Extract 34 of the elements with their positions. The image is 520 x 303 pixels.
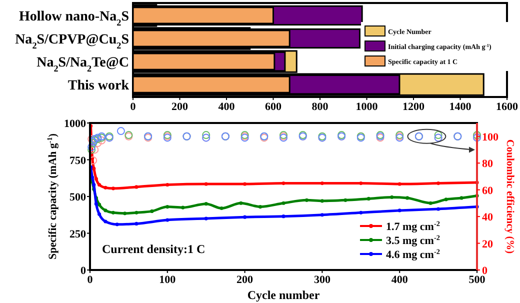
x-tick-label: 600 xyxy=(265,101,282,113)
x-tick-label: 1400 xyxy=(449,101,472,113)
y-tick-label: 250 xyxy=(70,228,86,240)
x-tick-label: 400 xyxy=(218,101,236,113)
y-tick-label: 750 xyxy=(70,154,86,167)
y-tick-label: 0 xyxy=(80,265,86,277)
x-tick-label: 800 xyxy=(312,101,329,113)
y2-axis-title: Coulombic efficiency (%) xyxy=(504,139,515,254)
y2-tick-label: 100 xyxy=(482,131,499,144)
y2-tick-label: 40 xyxy=(482,212,494,224)
y-tick-label: 500 xyxy=(70,192,86,204)
y-tick-label: This work xyxy=(68,78,130,94)
y-tick-label: 1000 xyxy=(64,118,86,130)
annotation: Current density:1 C xyxy=(102,242,206,256)
y-tick-label: Hollow nano-Na$_{2}$S xyxy=(19,9,130,28)
x-tick-label: 500 xyxy=(468,274,486,286)
x-tick-label: 300 xyxy=(314,274,331,286)
y-tick-label: Na$_{2}$S/CPVP@Cu$_{2}$S xyxy=(15,32,130,50)
y-tick-label: Na$_{2}$S/Na$_{2}$Te@C xyxy=(36,56,129,74)
legend-label: 1.7 mg cm$^{-2}$ xyxy=(386,220,440,233)
y2-tick-label: 60 xyxy=(482,184,494,197)
legend-label: 4.6 mg cm$^{-2}$ xyxy=(386,248,440,261)
x-tick-label: 1200 xyxy=(402,101,425,113)
x-tick-label: 200 xyxy=(172,101,188,113)
x-tick-label: 1000 xyxy=(356,101,378,113)
x-tick-label: 1600 xyxy=(496,101,518,113)
y2-tick-label: 0 xyxy=(482,265,488,277)
y2-tick-label: 80 xyxy=(482,158,494,170)
y2-tick-label: 20 xyxy=(482,238,494,250)
x-tick-label: 100 xyxy=(159,274,176,286)
x-axis-title: Cycle number xyxy=(247,288,320,302)
x-tick-label: 400 xyxy=(391,274,408,286)
x-tick-label: 200 xyxy=(236,274,254,286)
legend-label: 3.5 mg cm$^{-2}$ xyxy=(386,234,440,247)
